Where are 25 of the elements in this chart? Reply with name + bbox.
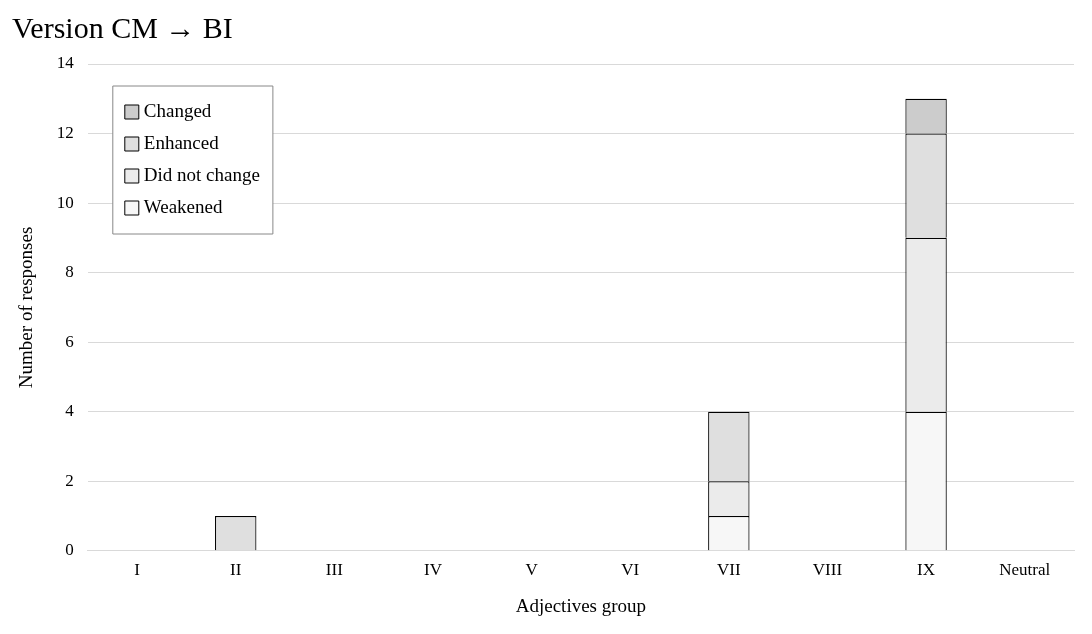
x-tick-label: IV (423, 560, 443, 580)
y-tick-label: 8 (65, 262, 74, 282)
x-tick-label: V (525, 560, 539, 580)
x-tick-label: VIII (812, 560, 843, 580)
x-tick-label: Neutral (999, 560, 1051, 580)
chart-title: Version CM → BI (12, 10, 233, 44)
y-tick-label: 10 (56, 192, 74, 212)
legend-label: Did not change (143, 163, 260, 185)
x-tick-label: I (134, 560, 141, 580)
x-tick-label: II (230, 560, 242, 580)
y-tick-label: 6 (65, 331, 74, 351)
y-axis-title: Number of responses (15, 226, 37, 389)
x-tick-label: VI (621, 560, 640, 580)
x-tick-label: VII (717, 560, 741, 580)
legend-label: Enhanced (143, 131, 220, 153)
y-tick-label: 14 (56, 53, 75, 73)
y-tick-label: 0 (65, 540, 74, 560)
y-tick-label: 12 (56, 123, 74, 143)
legend-label: Changed (143, 99, 212, 121)
x-tick-label: IX (917, 560, 936, 580)
x-axis-title: Adjectives group (515, 594, 647, 616)
y-tick-label: 2 (65, 470, 74, 490)
x-tick-label: III (325, 560, 344, 580)
legend-label: Weakened (143, 195, 223, 217)
y-tick-label: 4 (65, 401, 75, 421)
